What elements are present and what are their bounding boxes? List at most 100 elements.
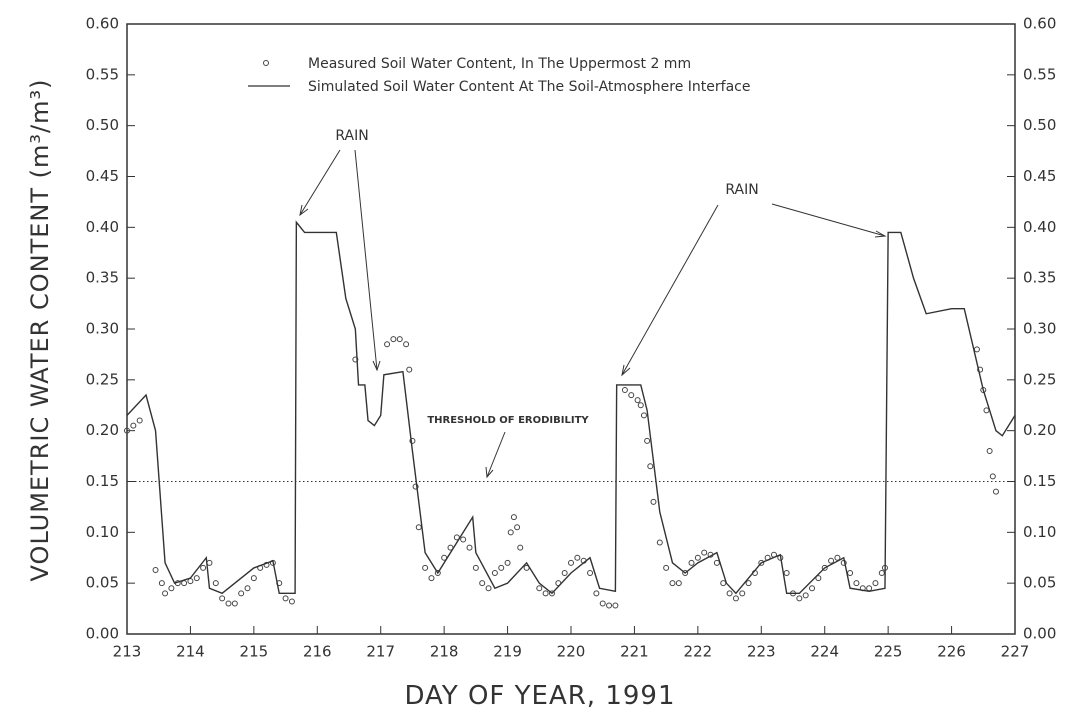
data-point [640, 412, 647, 419]
data-point [593, 590, 600, 597]
x-tick-label: 217 [366, 643, 395, 661]
y-tick-label: 0.50 [86, 116, 119, 134]
x-tick-label: 221 [620, 643, 649, 661]
annotation-arrows [299, 149, 887, 479]
y-axis-label: VOLUMETRIC WATER CONTENT (m³/m³) [26, 79, 54, 582]
data-point [634, 397, 641, 404]
data-point [193, 575, 200, 582]
data-point [288, 598, 295, 605]
legend-label: Simulated Soil Water Content At The Soil… [308, 79, 750, 95]
x-tick-label: 216 [303, 643, 332, 661]
data-point [352, 356, 359, 363]
y-tick-label: 0.05 [86, 574, 119, 592]
y2-tick-label: 0.15 [1023, 472, 1056, 490]
y2-tick-label: 0.10 [1023, 523, 1056, 541]
data-point [809, 585, 816, 592]
data-point [510, 514, 517, 521]
data-point [688, 559, 695, 566]
data-point [282, 595, 289, 602]
y2-tick-label: 0.50 [1023, 116, 1056, 134]
data-point [872, 580, 879, 587]
data-point [834, 554, 841, 561]
data-point [675, 580, 682, 587]
data-point [406, 366, 413, 373]
data-point [599, 600, 606, 607]
data-point [212, 580, 219, 587]
data-point [828, 557, 835, 564]
data-point [460, 536, 467, 543]
y2-tick-label: 0.55 [1023, 65, 1056, 83]
x-tick-label: 224 [810, 643, 839, 661]
data-point [866, 585, 873, 592]
data-point [168, 585, 175, 592]
data-point [992, 488, 999, 495]
data-point [263, 561, 270, 568]
y-tick-label: 0.60 [86, 15, 119, 33]
data-point [621, 387, 628, 393]
data-point [504, 559, 511, 566]
data-point [568, 559, 574, 566]
data-point [250, 575, 257, 582]
data-point [612, 602, 619, 609]
data-point [986, 448, 993, 454]
data-point [989, 473, 996, 480]
data-point [821, 564, 828, 571]
y-tick-label: 0.30 [86, 320, 119, 338]
data-point [162, 590, 169, 597]
data-point [390, 336, 397, 343]
y2-tick-label: 0.00 [1023, 625, 1056, 643]
arrow [486, 431, 506, 478]
arrow [354, 149, 378, 371]
data-point [606, 602, 613, 609]
data-point [124, 427, 130, 434]
arrow [621, 204, 719, 376]
data-point [403, 341, 410, 348]
y2-tick-label: 0.25 [1023, 370, 1056, 388]
arrow [299, 149, 341, 216]
data-point [628, 392, 635, 399]
data-point [694, 554, 701, 561]
x-tick-label: 223 [747, 643, 776, 661]
data-point [238, 590, 245, 597]
data-point [669, 580, 676, 587]
data-point [542, 590, 549, 597]
data-point [206, 559, 213, 566]
y2-tick-label: 0.60 [1023, 15, 1056, 33]
data-point [136, 417, 143, 424]
y2-tick-label: 0.20 [1023, 421, 1056, 439]
x-tick-label: 226 [937, 643, 966, 661]
data-point [491, 570, 498, 576]
arrow-head [621, 364, 631, 377]
data-point [783, 570, 790, 576]
y2-tick-label: 0.35 [1023, 269, 1056, 287]
x-tick-label: 215 [240, 643, 269, 661]
data-point [434, 570, 441, 576]
arrow-head [299, 204, 309, 217]
x-tick-label: 220 [557, 643, 586, 661]
legend-marker [263, 60, 269, 66]
data-point [682, 570, 689, 576]
data-point [244, 585, 251, 592]
data-point [796, 595, 803, 602]
annotation: RAIN [335, 128, 368, 144]
data-point [409, 437, 416, 444]
data-point [758, 559, 765, 566]
data-point [561, 570, 568, 576]
data-point [130, 422, 137, 429]
data-point [587, 570, 594, 576]
data-point [644, 437, 651, 444]
data-point [152, 566, 159, 573]
data-point [498, 564, 505, 571]
data-point [422, 564, 429, 571]
y2-tick-label: 0.45 [1023, 167, 1056, 185]
y2-tick-label: 0.40 [1023, 218, 1056, 236]
data-point [200, 564, 207, 571]
x-tick-label: 227 [1001, 643, 1030, 661]
data-point [637, 402, 644, 409]
data-point [853, 580, 860, 587]
arrow-head [372, 360, 381, 372]
y-tick-label: 0.20 [86, 421, 119, 439]
x-tick-label: 214 [176, 643, 205, 661]
data-point [878, 570, 885, 576]
data-point [847, 570, 854, 576]
